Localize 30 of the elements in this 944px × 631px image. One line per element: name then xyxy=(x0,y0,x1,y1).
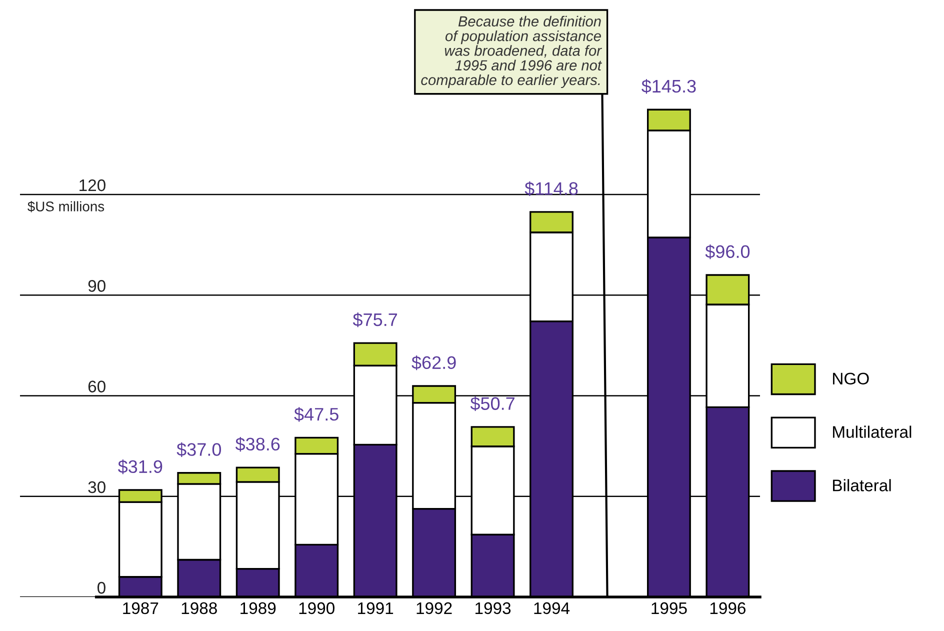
y-tick-label: 60 xyxy=(88,380,106,392)
y-tick-label: 90 xyxy=(88,280,106,292)
x-tick-label: 1990 xyxy=(299,602,334,614)
y-tick-label: 0 xyxy=(97,582,106,594)
legend-label: NGO xyxy=(833,372,869,385)
x-tick-label: 1992 xyxy=(416,602,452,614)
total-label: $37.0 xyxy=(176,442,222,457)
total-label: $47.5 xyxy=(294,407,338,422)
y-tick-label: 30 xyxy=(88,481,106,494)
annotation: Because the definition of population assistance was broadened, data for 1995 and 1996 are not comparable to earlier years. xyxy=(421,16,602,88)
total-label: $38.6 xyxy=(235,436,280,452)
y-tick-label: 120 xyxy=(80,179,106,192)
x-tick-label: 1991 xyxy=(358,602,394,614)
x-tick-label: 1987 xyxy=(123,602,158,614)
legend-label: Bilateral xyxy=(833,479,891,492)
total-label: $62.9 xyxy=(412,355,456,370)
y-axis-title: $US millions xyxy=(28,200,104,212)
x-tick-label: 1995 xyxy=(652,602,687,614)
x-tick-label: 1993 xyxy=(476,602,511,614)
legend-label: Multilateral xyxy=(833,426,912,438)
total-label: $114.8 xyxy=(524,181,578,196)
x-tick-label: 1996 xyxy=(710,602,746,614)
total-label: $75.7 xyxy=(352,312,398,328)
x-tick-label: 1988 xyxy=(182,602,217,614)
total-label: $31.9 xyxy=(118,459,162,474)
total-label: $50.7 xyxy=(470,396,514,412)
total-label: $145.3 xyxy=(642,79,696,94)
x-tick-label: 1989 xyxy=(240,602,276,614)
total-label: $96.0 xyxy=(705,244,750,260)
x-tick-label: 1994 xyxy=(534,602,570,614)
